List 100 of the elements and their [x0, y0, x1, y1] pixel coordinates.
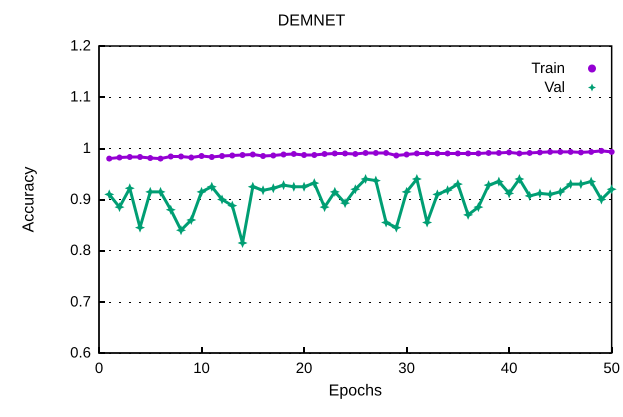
point [178, 154, 184, 160]
point [217, 194, 228, 204]
y-tick-label: 1.2 [70, 38, 91, 54]
point [342, 150, 348, 156]
point [402, 186, 412, 197]
point [393, 152, 400, 158]
point [372, 150, 379, 156]
point [340, 198, 350, 208]
point [557, 148, 564, 155]
point [442, 185, 453, 196]
point [240, 152, 246, 158]
point [506, 149, 512, 156]
point [186, 214, 196, 225]
point [606, 184, 617, 194]
point [555, 186, 566, 197]
point [383, 150, 390, 156]
point [176, 225, 186, 236]
y-tick-label: 0.8 [70, 242, 91, 260]
point [452, 179, 463, 190]
point [166, 204, 176, 215]
x-axis-title: Epochs [328, 382, 382, 400]
point [198, 153, 205, 160]
point [596, 194, 606, 204]
x-tick-label: 40 [500, 360, 518, 377]
point [280, 151, 287, 158]
chart-title: DEMNET [278, 12, 346, 30]
x-tick-label: 30 [398, 360, 415, 377]
point [444, 150, 451, 156]
point [588, 148, 594, 155]
point [516, 150, 522, 156]
point [473, 202, 484, 212]
point [578, 149, 584, 156]
x-tick-label: 0 [94, 360, 104, 377]
point [330, 186, 340, 197]
point [494, 176, 504, 187]
point [352, 150, 358, 157]
point [137, 154, 144, 160]
point [188, 154, 194, 161]
point [104, 189, 114, 200]
point [227, 200, 238, 211]
point [206, 182, 217, 192]
point [526, 150, 533, 156]
point [126, 154, 133, 160]
y-axis-title: Accuracy [20, 166, 38, 232]
point [424, 150, 430, 156]
point [381, 218, 392, 228]
point [486, 150, 492, 156]
point [362, 150, 369, 156]
point [116, 154, 123, 161]
point [332, 150, 338, 156]
x-tick-label: 10 [193, 360, 210, 377]
point [320, 202, 330, 212]
point [547, 148, 554, 155]
point [608, 148, 615, 155]
point [208, 154, 215, 160]
point [147, 155, 154, 162]
point [536, 149, 543, 156]
point [391, 222, 402, 233]
point [475, 150, 482, 156]
point [270, 152, 276, 158]
point [568, 148, 574, 155]
point [465, 150, 472, 156]
point [514, 174, 524, 184]
point [322, 150, 328, 157]
point [229, 152, 236, 158]
point [196, 186, 207, 197]
point [350, 184, 360, 194]
y-tick-label: 0.9 [70, 191, 91, 208]
legend-label: Val [544, 79, 565, 96]
y-tick-label: 0.6 [70, 344, 91, 362]
point [311, 152, 318, 158]
point [504, 188, 514, 198]
y-tick-label: 1 [82, 140, 91, 157]
point [463, 210, 474, 220]
point [586, 176, 596, 187]
point [168, 154, 174, 160]
point [309, 178, 320, 188]
legend-label: Train [531, 60, 565, 77]
point [432, 189, 442, 200]
x-tick-label: 20 [296, 360, 312, 377]
point [524, 190, 535, 201]
point [106, 156, 112, 162]
point [496, 150, 502, 156]
point [301, 152, 308, 158]
point [250, 151, 256, 158]
point [219, 153, 226, 160]
point [260, 153, 266, 160]
point [114, 202, 125, 212]
point [158, 156, 164, 162]
point [454, 150, 461, 156]
point [434, 150, 440, 156]
x-tick-label: 50 [603, 360, 620, 377]
point [414, 150, 420, 156]
point [404, 151, 410, 158]
point [290, 150, 297, 157]
y-tick-label: 1.1 [70, 88, 91, 106]
y-tick-label: 0.7 [70, 293, 91, 310]
point [484, 180, 494, 190]
point [412, 174, 422, 184]
point [598, 148, 604, 154]
